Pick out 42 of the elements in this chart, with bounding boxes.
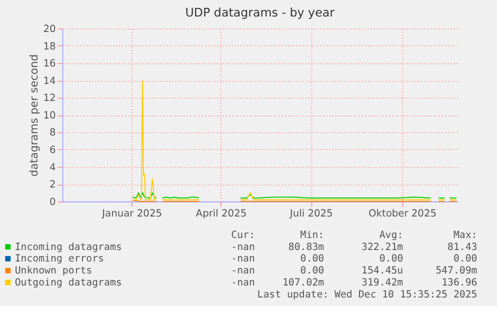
text: -nan [231,254,255,265]
legend-label: Incoming errors [14,254,104,265]
y-tick-label: 6 [50,145,56,156]
y-tick-label: 14 [43,76,56,87]
text: -nan [231,242,255,253]
x-tick-label: Oktober 2025 [368,208,437,220]
text: 547.09m [436,266,478,277]
y-tick-label: 4 [50,162,56,174]
text: 0.00 [453,254,478,265]
text: 0.00 [300,266,324,277]
legend-label: Outgoing datagrams [14,277,122,288]
text: -nan [231,277,255,288]
text: 80.83m [288,242,324,253]
text: 0.00 [300,254,324,265]
x-tick-label: Januar 2025 [101,208,162,220]
text: 136.96 [442,277,478,288]
x-tick-label: April 2025 [196,208,247,220]
legend-label: Incoming datagrams [14,242,122,253]
text: Max: [453,230,478,241]
y-tick-label: 16 [43,58,56,70]
text: 0.00 [379,254,404,265]
text: Last update: Wed Dec 10 15:35:25 2025 [257,289,478,300]
y-tick-label: 0 [50,196,56,208]
text: -nan [231,266,255,277]
legend-label: Unknown ports [14,266,92,277]
chart-title: UDP datagrams - by year [185,6,335,20]
y-tick-label: 18 [43,41,56,52]
y-axis-title: datagrams per second [27,54,40,177]
x-tick-label: Juli 2025 [288,208,333,220]
y-tick-label: 2 [50,180,56,191]
text: Cur: [231,230,255,241]
text: 322.21m [362,242,404,253]
text: 154.45u [362,266,404,277]
text: 107.02m [282,277,324,288]
text: Avg: [379,230,404,241]
text: 81.43 [448,242,478,253]
y-tick-label: 12 [43,93,56,104]
y-tick-label: 8 [50,128,56,139]
y-tick-label: 20 [43,24,56,35]
y-tick-label: 10 [43,110,56,122]
text: 319.42m [362,277,404,288]
text: Min: [300,230,324,241]
